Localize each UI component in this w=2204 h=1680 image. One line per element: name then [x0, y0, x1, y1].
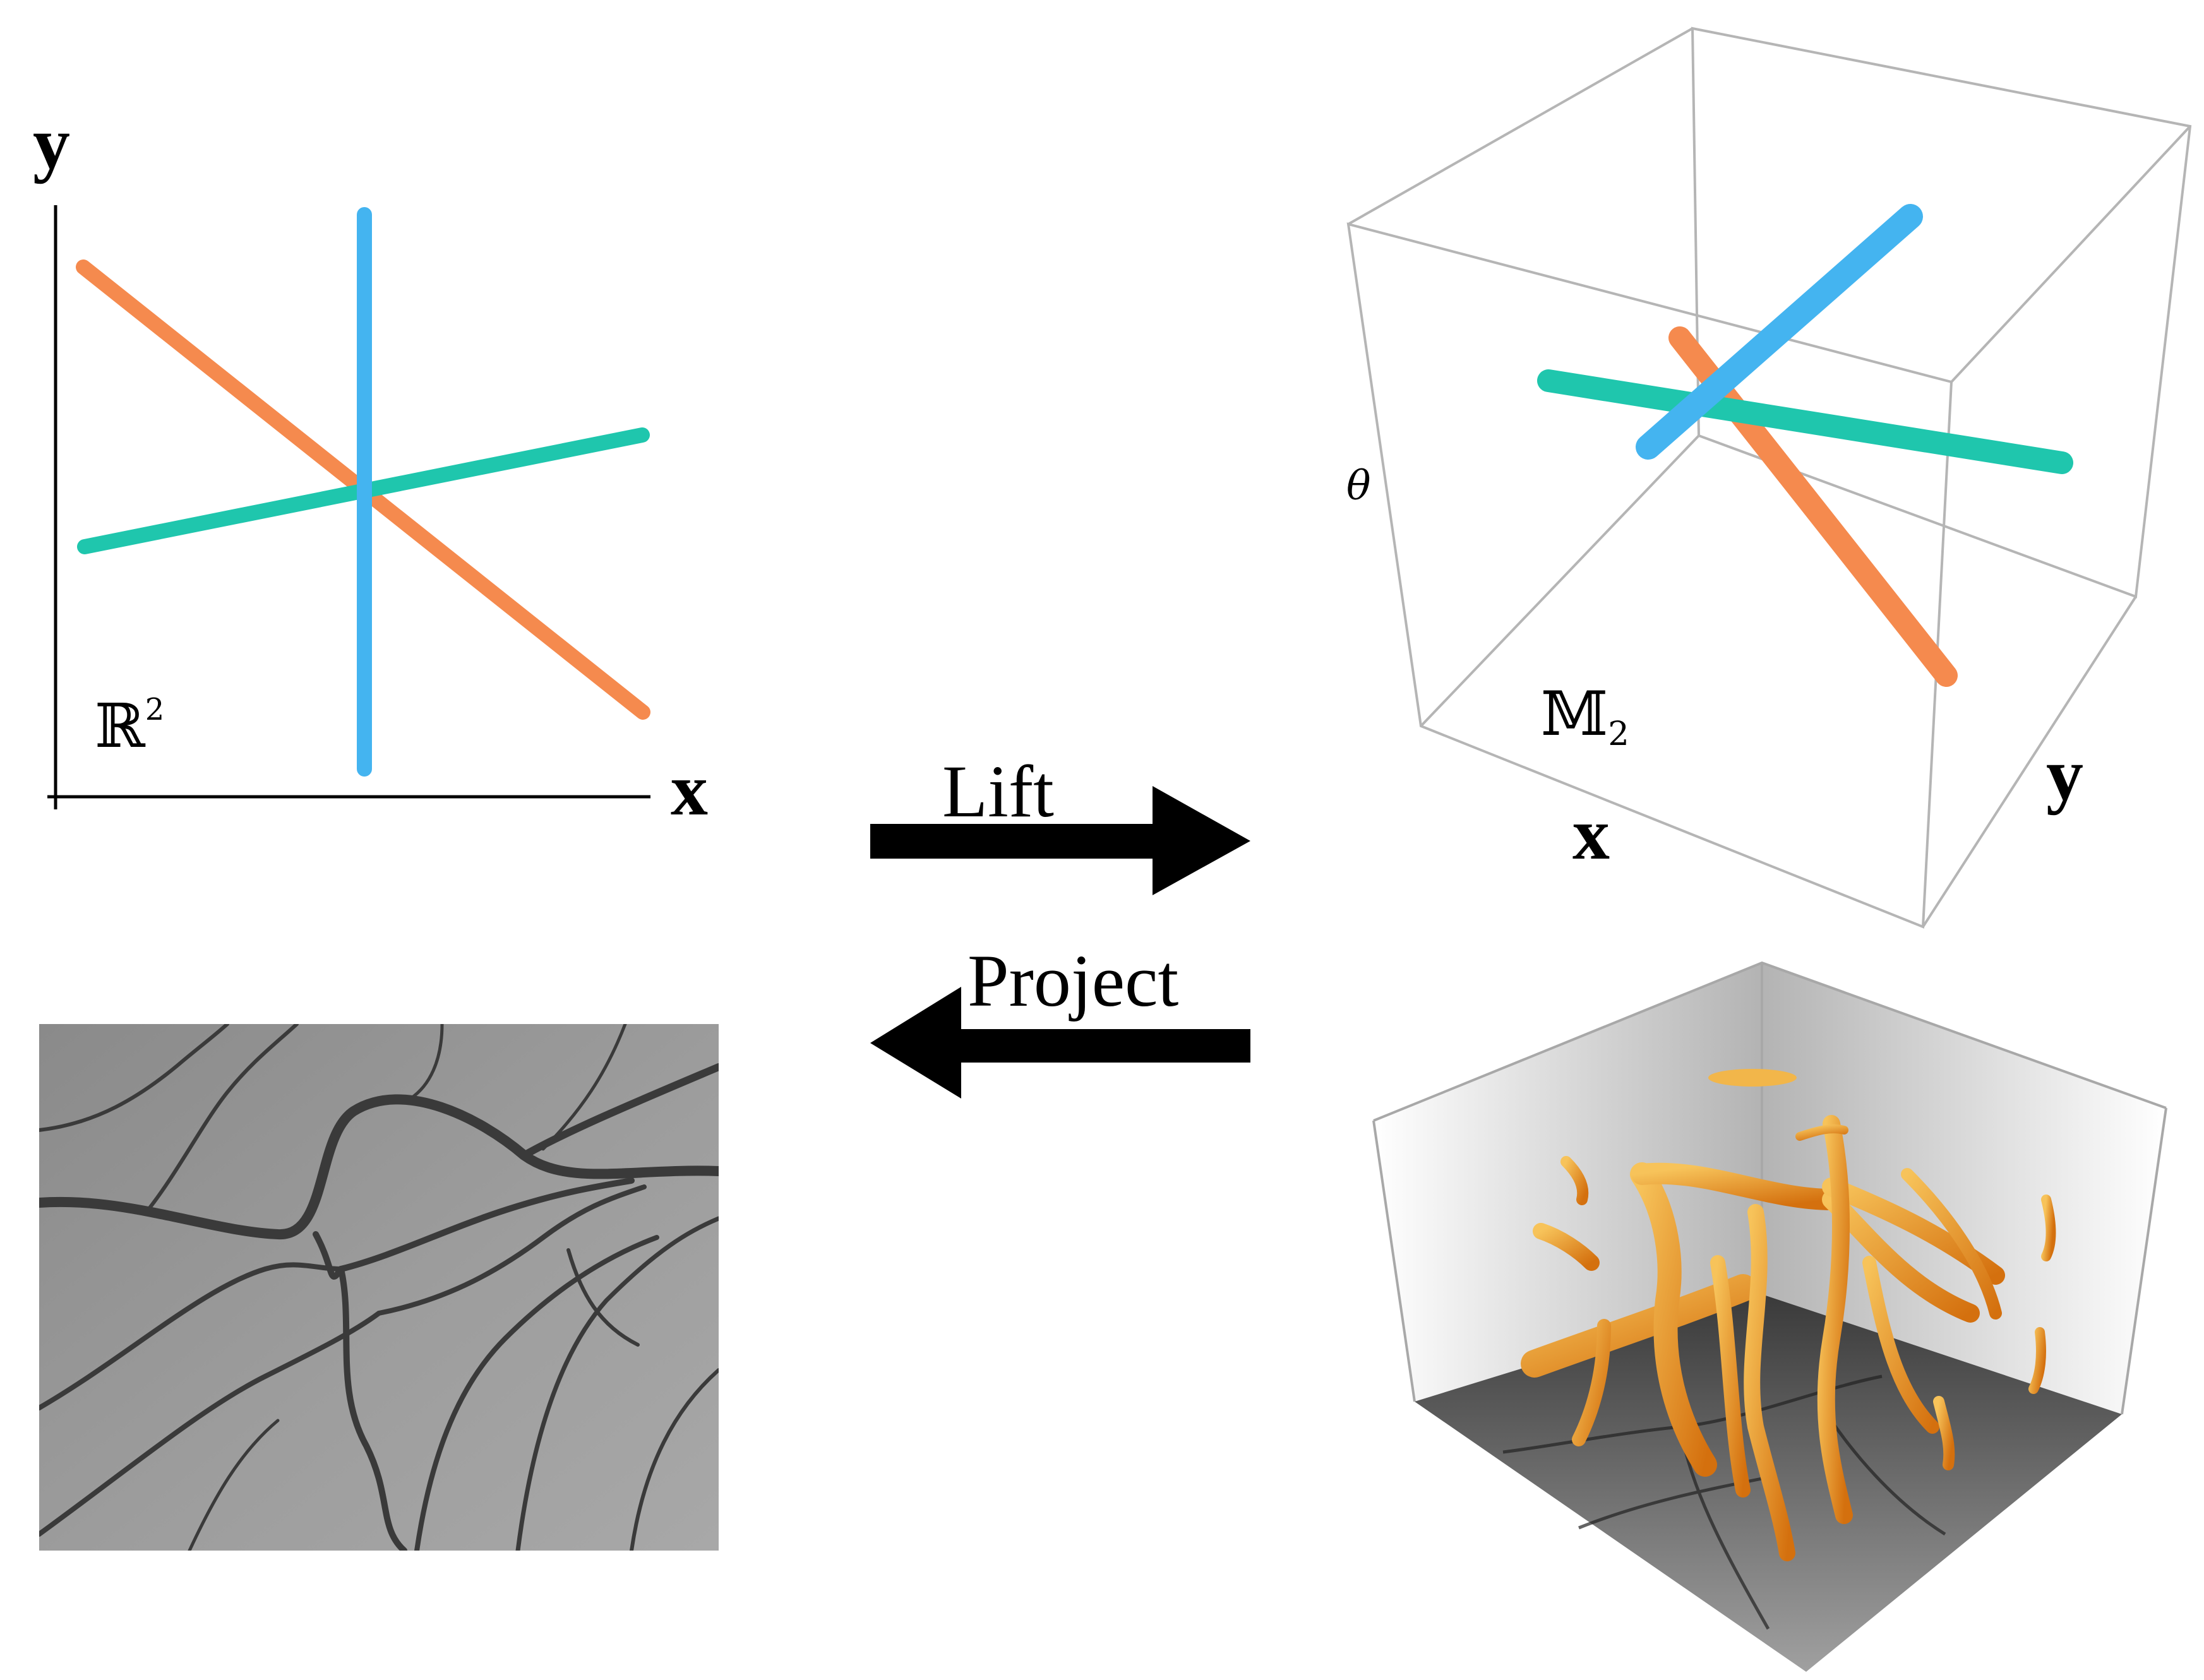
floating-disc — [1708, 1069, 1797, 1087]
volume-tubes — [1521, 1115, 2056, 1561]
planar-space-label: ℝ2 — [95, 694, 164, 756]
cube-edges — [1346, 27, 2192, 929]
project-arrow — [870, 987, 1250, 1099]
lift-arrow — [870, 786, 1250, 895]
lifted-blue-tube — [1636, 204, 1923, 460]
planar-x-label: x — [671, 748, 708, 831]
lifted-teal-tube — [1537, 369, 2073, 474]
planar-y-label: y — [33, 102, 70, 184]
lifted-space-label: 𝕄2 — [1541, 684, 1629, 751]
lifted-x-label: x — [1572, 792, 1610, 875]
planar-space-symbol: ℝ — [95, 691, 145, 762]
retina-vessels — [39, 1024, 719, 1551]
lift-label: Lift — [942, 750, 1054, 833]
theta-axis-label: θ — [1346, 463, 1371, 509]
project-label: Project — [967, 939, 1179, 1022]
planar-space-exponent: 2 — [145, 692, 165, 727]
lifted-space-symbol: 𝕄 — [1541, 679, 1608, 749]
lifted-space-subscript: 2 — [1608, 714, 1629, 753]
lifted-y-label: y — [2046, 733, 2083, 816]
